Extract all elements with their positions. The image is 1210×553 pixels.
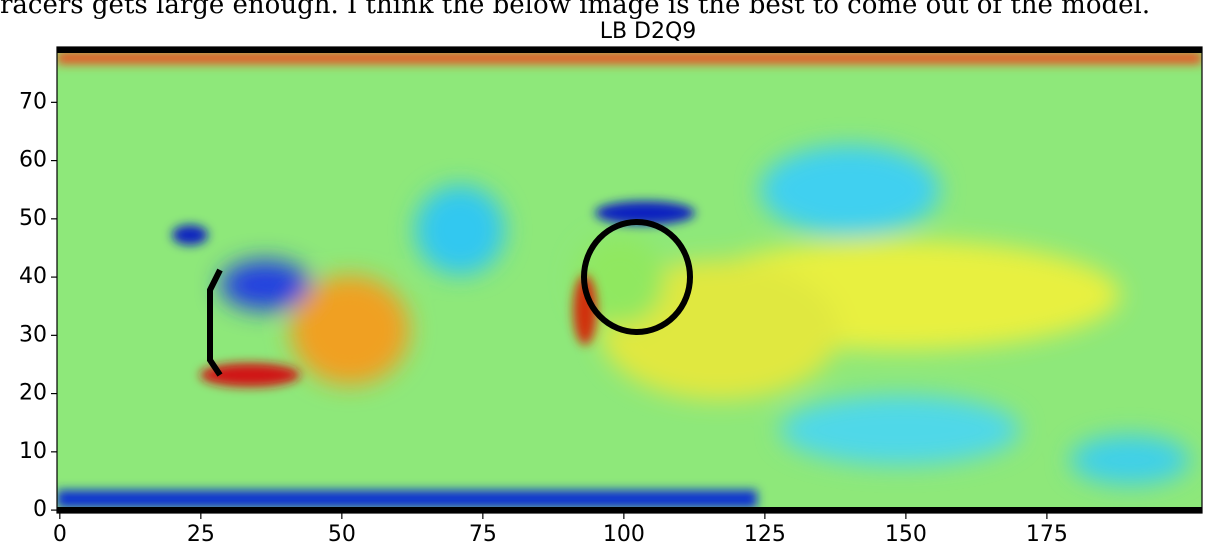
x-tick-label: 25 (187, 522, 215, 547)
y-tick-label: 0 (33, 497, 47, 522)
y-tick-label: 30 (19, 322, 47, 347)
x-tick-label: 75 (469, 522, 497, 547)
y-tick-label: 50 (19, 206, 47, 231)
x-tick-label: 125 (744, 522, 786, 547)
x-tick-label: 50 (328, 522, 356, 547)
y-tick-label: 60 (19, 148, 47, 173)
x-tick-label: 150 (885, 522, 927, 547)
y-tick-label: 70 (19, 89, 47, 114)
field (57, 47, 1202, 513)
plot-frame (56, 46, 1203, 514)
y-tick-label: 10 (19, 439, 47, 464)
y-tick-label: 40 (19, 264, 47, 289)
chart-title: LB D2Q9 (600, 19, 697, 44)
x-tick-label: 100 (603, 522, 645, 547)
x-tick-label: 0 (53, 522, 67, 547)
x-tick-label: 175 (1026, 522, 1068, 547)
caption-text: racers gets large enough. I think the be… (0, 0, 1150, 20)
y-tick-label: 20 (19, 381, 47, 406)
